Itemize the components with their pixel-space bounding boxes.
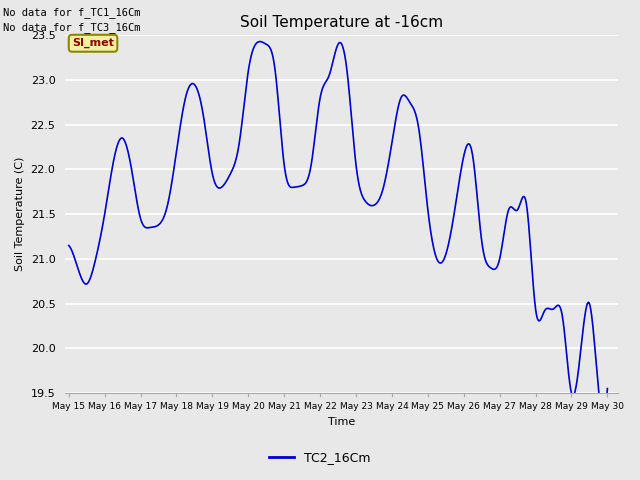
X-axis label: Time: Time [328, 417, 355, 427]
Y-axis label: Soil Temperature (C): Soil Temperature (C) [15, 157, 25, 271]
Text: No data for f_TC3_16Cm: No data for f_TC3_16Cm [3, 22, 141, 33]
Title: Soil Temperature at -16cm: Soil Temperature at -16cm [240, 15, 444, 30]
Text: SI_met: SI_met [72, 38, 114, 48]
Legend: TC2_16Cm: TC2_16Cm [264, 446, 376, 469]
Text: No data for f_TC1_16Cm: No data for f_TC1_16Cm [3, 7, 141, 18]
